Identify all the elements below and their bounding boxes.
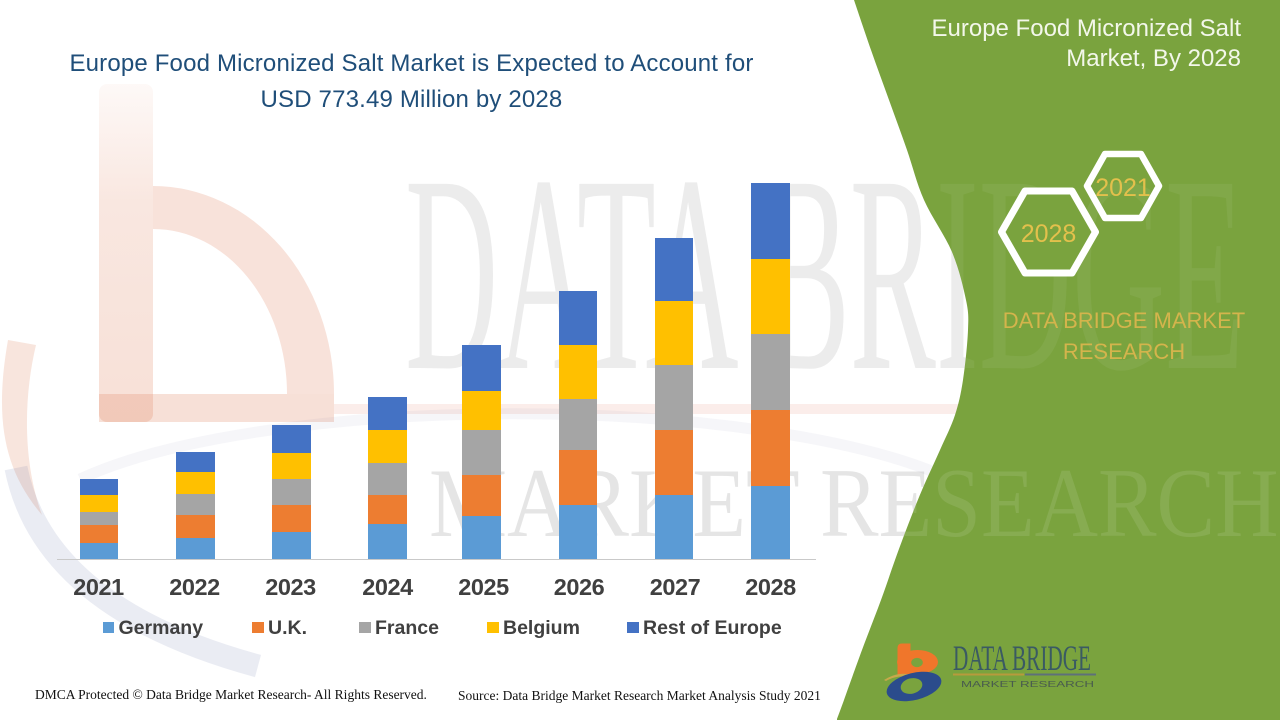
svg-text:2028: 2028 <box>1021 220 1077 248</box>
svg-text:DATA BRIDGE: DATA BRIDGE <box>953 638 1091 678</box>
svg-text:2021: 2021 <box>1095 174 1151 202</box>
svg-text:MARKET RESEARCH: MARKET RESEARCH <box>961 679 1094 689</box>
